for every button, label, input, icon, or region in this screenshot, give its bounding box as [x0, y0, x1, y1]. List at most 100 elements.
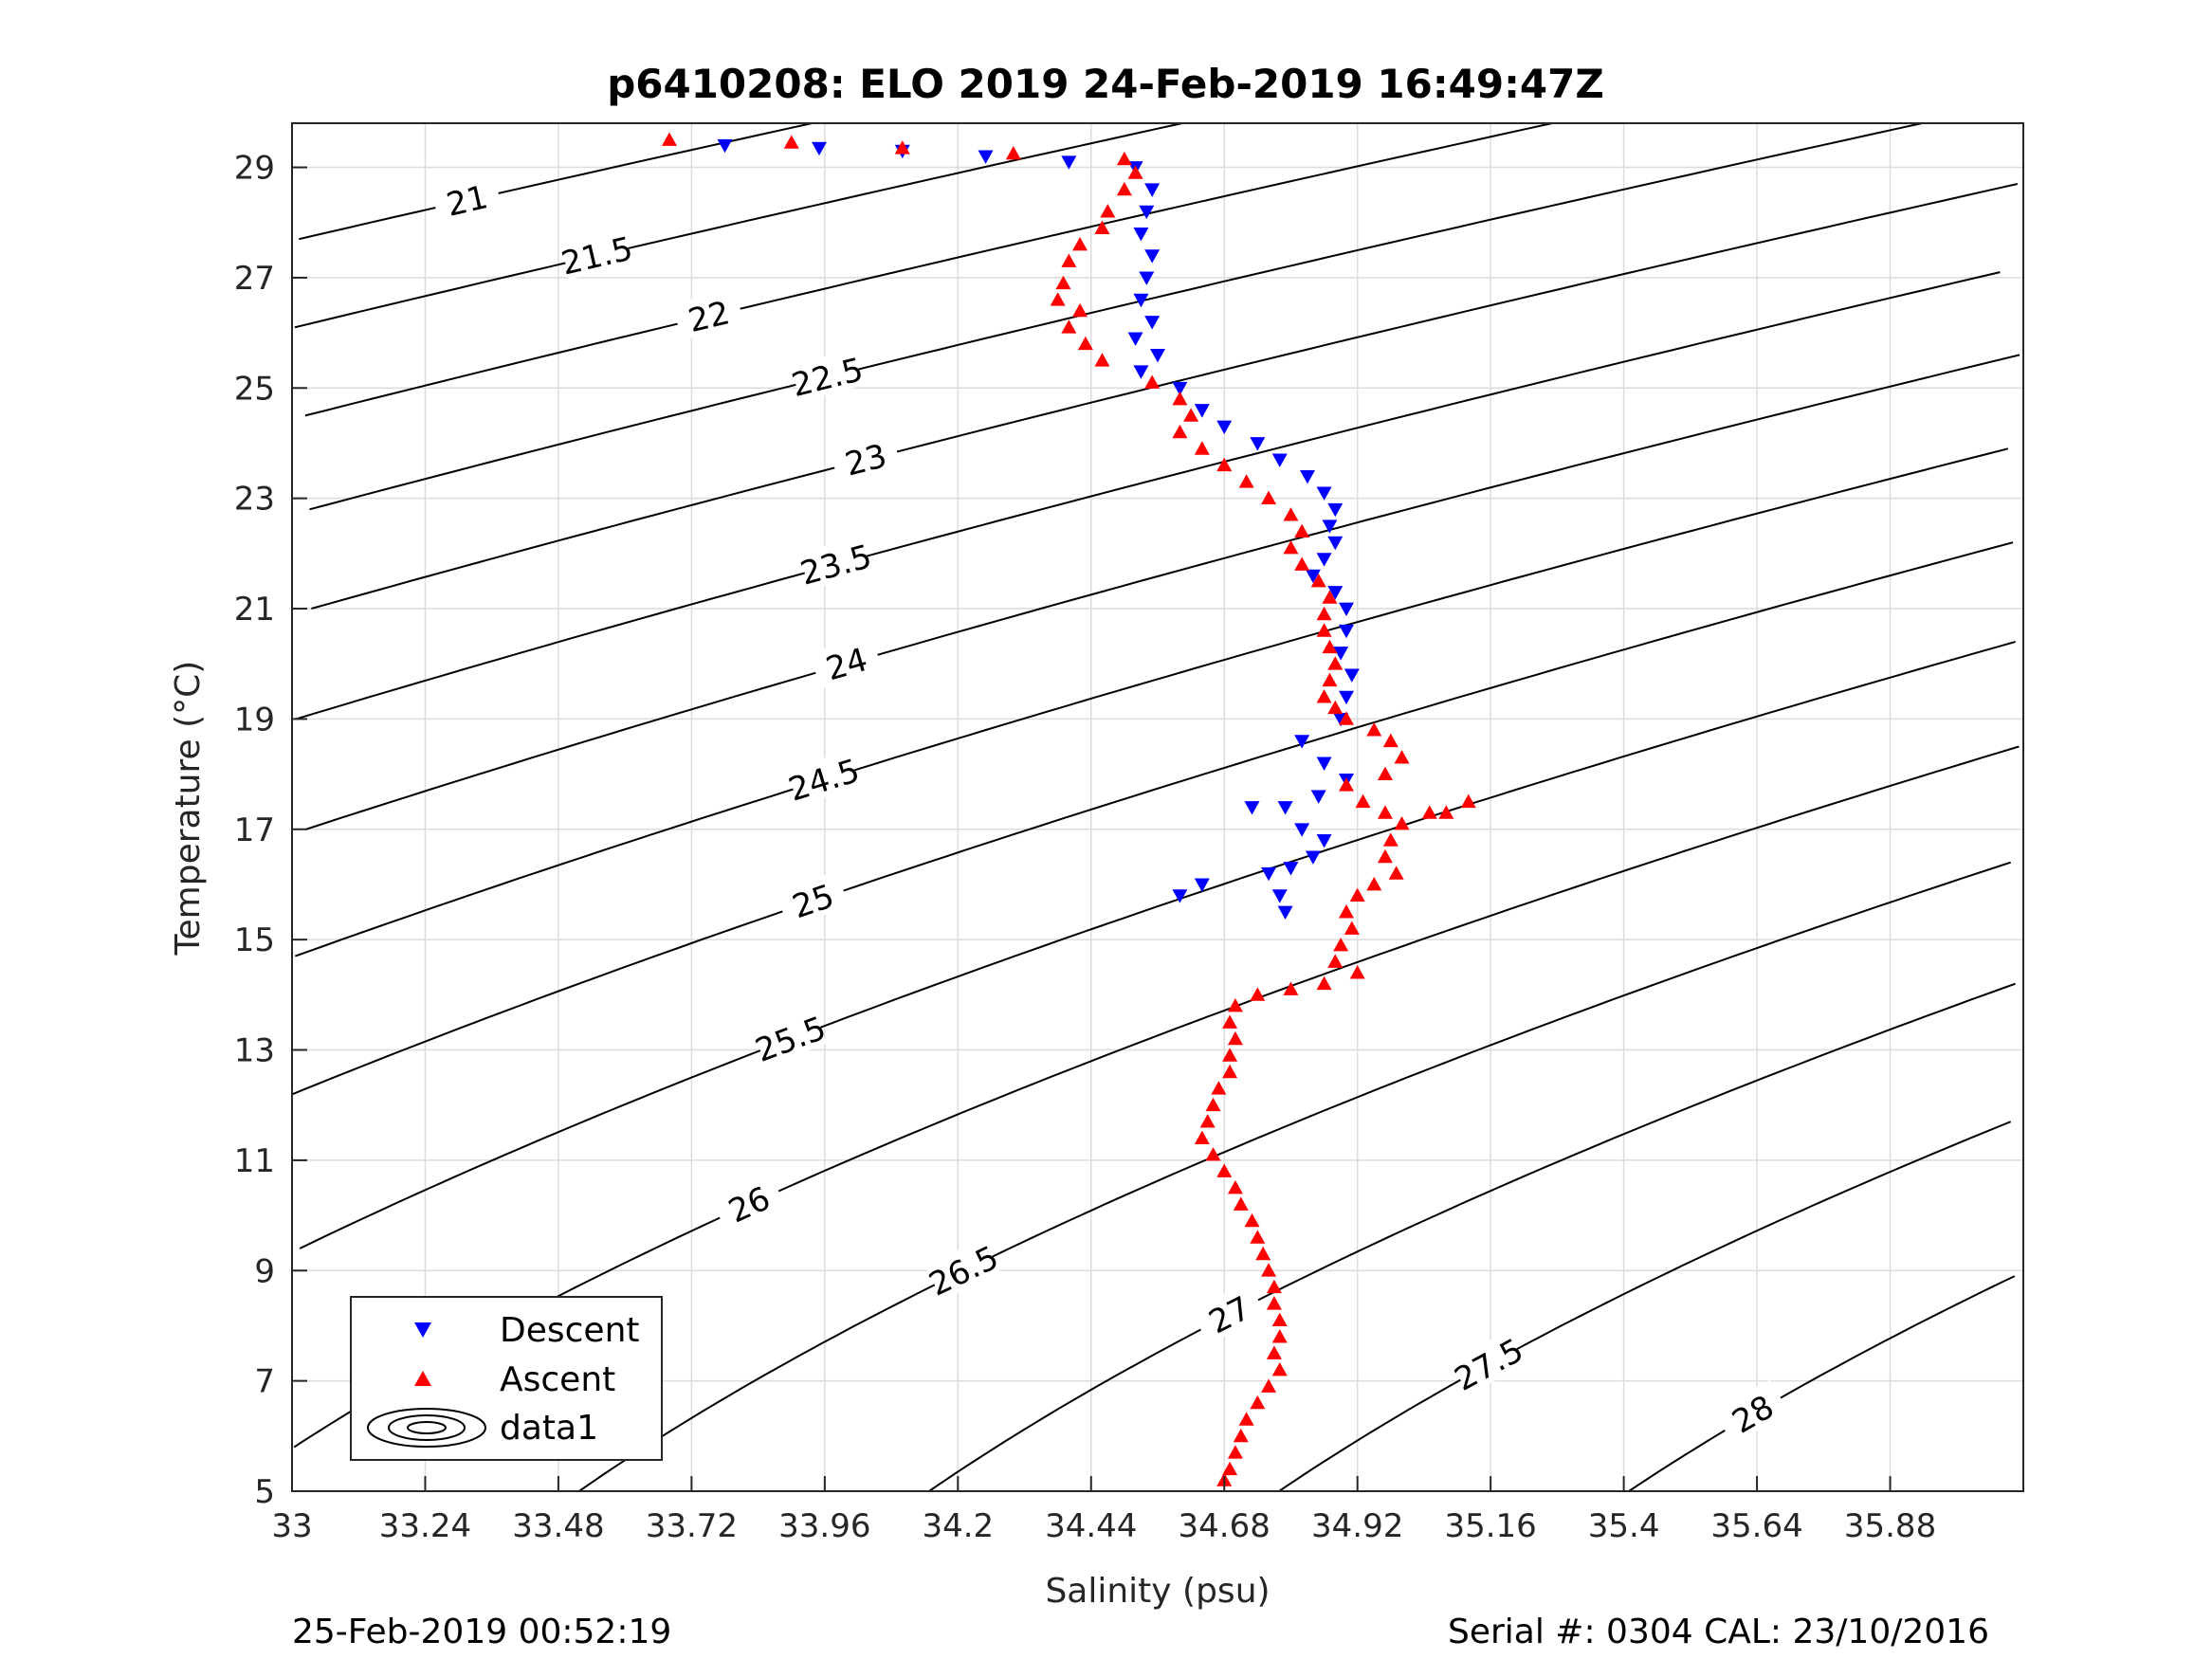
contour-label-background — [430, 173, 503, 225]
y-tick-label: 29 — [234, 150, 275, 188]
descent-point — [1144, 183, 1161, 197]
ascent-point — [1244, 1212, 1260, 1228]
ascent-point — [1194, 1130, 1210, 1145]
ascent-point — [1460, 793, 1476, 809]
ascent-point — [1261, 1263, 1277, 1277]
ascent-point — [1366, 722, 1382, 737]
contour-label-background — [672, 288, 744, 341]
ascent-point — [661, 132, 677, 146]
ascent-point — [1316, 975, 1332, 991]
ascent-point — [1061, 319, 1077, 334]
y-tick-label: 25 — [234, 370, 275, 408]
ascent-point — [1116, 181, 1132, 196]
ascent-point — [1316, 689, 1332, 703]
ascent-point — [1227, 1179, 1243, 1194]
descent-point — [1144, 316, 1161, 330]
ascent-point — [1199, 1114, 1216, 1128]
ascent-point — [1205, 1097, 1221, 1112]
contour-label-background — [786, 750, 860, 806]
legend-box — [350, 1296, 663, 1461]
y-tick-label: 15 — [234, 921, 275, 959]
descent-point — [1316, 834, 1332, 848]
x-tick-label: 34.44 — [1045, 1507, 1137, 1545]
ascent-point — [1382, 832, 1398, 847]
contour-label-background — [560, 228, 632, 280]
ascent-point — [1421, 805, 1437, 819]
density-contour-line — [311, 183, 2019, 610]
ascent-point — [1271, 1361, 1288, 1376]
ascent-point — [1227, 1445, 1243, 1459]
contour-label-background — [753, 1008, 827, 1066]
contour-label-background — [810, 634, 883, 689]
y-tick-label: 27 — [234, 260, 275, 298]
descent-point — [1294, 735, 1310, 749]
ascent-point — [1394, 750, 1410, 764]
contour-label-background — [1714, 1379, 1790, 1446]
contour-label-background — [925, 1237, 1000, 1301]
legend-data1-label: data1 — [500, 1409, 598, 1448]
density-contour-line — [1278, 1121, 2012, 1492]
density-contour-line — [305, 354, 2020, 830]
contour-label-background — [1191, 1281, 1267, 1345]
descent-point — [1061, 155, 1077, 170]
x-axis-ticks: 33 33.24 33.48 33.72 33.96 34.2 34.44 34.68 34.9… — [271, 1476, 1936, 1545]
ascent-point — [1338, 711, 1354, 725]
x-tick-label: 33.96 — [778, 1507, 870, 1545]
x-tick-label: 34.68 — [1179, 1507, 1271, 1545]
descent-point — [1271, 453, 1288, 467]
ascent-point — [1072, 237, 1088, 251]
descent-point — [1133, 227, 1149, 242]
y-tick-label: 21 — [234, 591, 275, 629]
y-tick-label: 19 — [234, 701, 275, 738]
density-contour-labels: 2121.52222.52323.52424.52525.52626.52727… — [430, 173, 1790, 1446]
x-tick-label: 35.88 — [1844, 1507, 1936, 1545]
ascent-point — [1316, 623, 1332, 637]
ascent-point — [1227, 997, 1243, 1012]
density-contour-line — [294, 447, 2009, 957]
ascent-point — [894, 140, 910, 155]
ascent-point — [1322, 672, 1338, 687]
ascent-point — [1261, 1378, 1277, 1393]
axes-frame — [291, 122, 2024, 1492]
descent-point — [1316, 486, 1332, 501]
descent-point — [1294, 823, 1310, 837]
ascent-point — [1377, 805, 1393, 819]
ascent-point — [1255, 1246, 1271, 1261]
descent-point — [1271, 889, 1288, 903]
descent-point — [1338, 690, 1354, 705]
ascent-point — [1222, 1048, 1238, 1062]
x-tick-label: 33.24 — [379, 1507, 471, 1545]
x-tick-label: 33.48 — [512, 1507, 604, 1545]
ascent-point — [1327, 954, 1344, 968]
density-contour-line — [1628, 1275, 2016, 1492]
contour-label-background — [798, 536, 872, 590]
descent-point — [978, 150, 994, 164]
legend-ascent-label: Ascent — [500, 1360, 615, 1399]
x-axis-label: Salinity (psu) — [1045, 1572, 1270, 1611]
descent-point — [1133, 365, 1149, 379]
descent-point — [1216, 420, 1233, 435]
descent-point — [1277, 905, 1293, 921]
descent-point — [1316, 553, 1332, 567]
descent-point — [1327, 536, 1344, 551]
descent-point — [1338, 624, 1354, 639]
ascent-point — [1233, 1196, 1249, 1211]
density-contour-line — [928, 982, 2016, 1492]
ascent-point — [1216, 457, 1233, 472]
density-contour-line — [296, 271, 2001, 720]
x-tick-label: 34.92 — [1311, 1507, 1403, 1545]
descent-point — [1172, 381, 1188, 396]
ascent-point — [1394, 815, 1410, 830]
footer-serial-cal: Serial #: 0304 CAL: 23/10/2016 — [1448, 1613, 1989, 1651]
ascent-series — [661, 132, 1476, 1486]
ascent-point — [1172, 391, 1188, 406]
ascent-point — [1344, 921, 1360, 935]
contour-label: 22 — [685, 294, 733, 340]
ascent-point — [1310, 573, 1326, 588]
ascent-point — [1333, 937, 1349, 952]
y-tick-label: 7 — [254, 1363, 275, 1401]
contour-label: 21 — [443, 178, 491, 225]
ascent-point — [1261, 490, 1277, 505]
ascent-point — [1127, 165, 1143, 179]
